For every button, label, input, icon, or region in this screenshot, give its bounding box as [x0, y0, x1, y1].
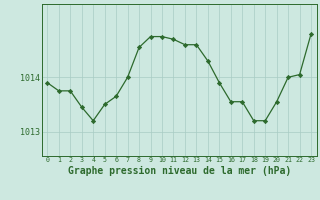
- X-axis label: Graphe pression niveau de la mer (hPa): Graphe pression niveau de la mer (hPa): [68, 166, 291, 176]
